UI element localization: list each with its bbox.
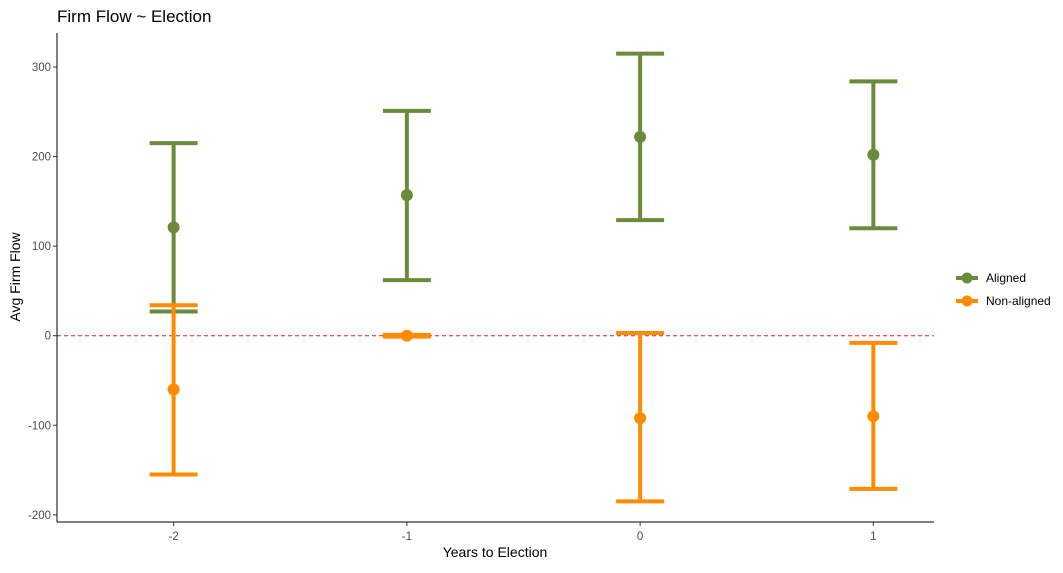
y-axis-title: Avg Firm Flow [7,232,23,322]
non-aligned-point [167,383,180,396]
legend-label-non-aligned: Non-aligned [986,294,1051,308]
y-tick-label: -100 [28,420,51,432]
non-aligned-point [867,410,880,423]
x-tick-label: -2 [169,531,179,543]
legend-label-aligned: Aligned [986,271,1026,285]
y-tick-label: 100 [32,241,51,253]
y-tick-label: 0 [45,331,51,343]
axis-ticks: -200 -100 0 100 200 300 -2 -1 0 1 [28,62,877,543]
x-axis-title: Years to Election [443,544,548,560]
y-tick-label: -200 [28,510,51,522]
legend: Aligned Non-aligned [956,271,1051,308]
y-tick-label: 200 [32,152,51,164]
aligned-point [400,189,413,202]
aligned-point [167,221,180,234]
y-tick-label: 300 [32,62,51,74]
x-tick-label: -1 [402,531,412,543]
non-aligned-point [634,412,647,425]
x-tick-label: 1 [870,531,876,543]
legend-key-point-aligned [961,272,973,284]
aligned-point [634,130,647,143]
x-tick-label: 0 [637,531,643,543]
plot-area [57,51,934,504]
chart-title: Firm Flow ~ Election [57,7,211,26]
legend-key-point-non-aligned [961,295,973,307]
non-aligned-point [400,329,413,342]
aligned-point [867,148,880,161]
